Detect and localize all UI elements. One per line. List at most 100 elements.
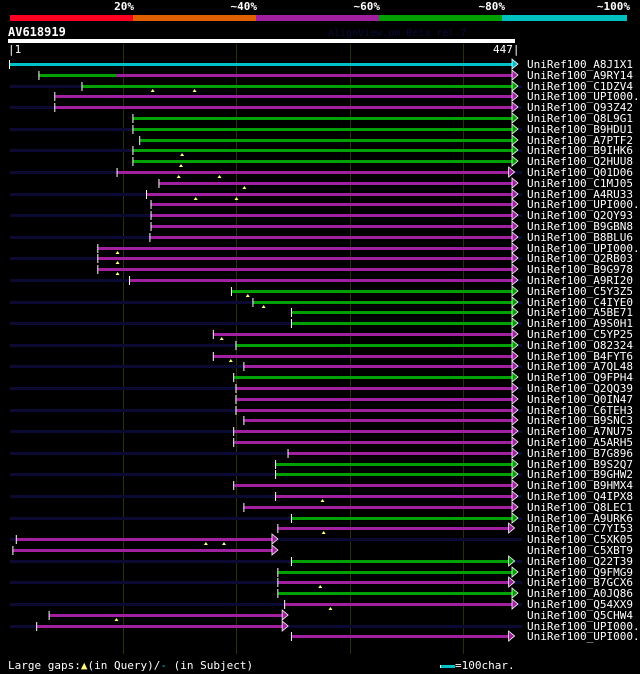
alignment-end-arrow-icon xyxy=(511,393,519,405)
hit-label[interactable]: UniRef100_A7PTF2 xyxy=(527,134,633,147)
hit-label[interactable]: UniRef100_B9SNC3 xyxy=(527,414,633,427)
alignment-segment xyxy=(291,322,515,325)
hit-label[interactable]: UniRef100_Q2HUU8 xyxy=(527,155,633,168)
hit-label[interactable]: UniRef100_B9GHW2 xyxy=(527,468,633,481)
alignment-start-tick xyxy=(97,265,99,274)
alignment-end-arrow-icon xyxy=(511,58,519,70)
hit-label[interactable]: UniRef100_B7G896 xyxy=(527,447,633,460)
hit-label[interactable]: UniRef100_Q5CHW4 xyxy=(527,609,633,622)
hit-label[interactable]: UniRef100_B9IHK6 xyxy=(527,144,633,157)
alignment-start-tick xyxy=(132,114,134,123)
hit-label[interactable]: UniRef100_Q01D06 xyxy=(527,166,633,179)
alignment-end-arrow-icon xyxy=(511,263,519,275)
hit-label[interactable]: UniRef100_Q22T39 xyxy=(527,555,633,568)
alignment-start-tick xyxy=(235,341,237,350)
hit-label[interactable]: UniRef100_C5XK05 xyxy=(527,533,633,546)
hit-label[interactable]: UniRef100_B4FYT6 xyxy=(527,350,633,363)
hit-label[interactable]: UniRef100_A9URK6 xyxy=(527,512,633,525)
alignment-segment xyxy=(234,430,516,433)
hit-label[interactable]: UniRef100_C5Y3Z5 xyxy=(527,285,633,298)
hit-label[interactable]: UniRef100_UPI000.. xyxy=(527,242,640,255)
hit-label[interactable]: UniRef100_O82324 xyxy=(527,339,633,352)
legend-subject: (in Subject) xyxy=(166,659,254,672)
alignment-end-arrow-icon xyxy=(511,209,519,221)
legend-query: (in Query)/ xyxy=(87,659,161,672)
alignment-start-tick xyxy=(230,287,232,296)
hit-label[interactable]: UniRef100_A9RY14 xyxy=(527,69,633,82)
hit-label[interactable]: UniRef100_C1DZV4 xyxy=(527,80,633,93)
hit-label[interactable]: UniRef100_B9HMX4 xyxy=(527,479,633,492)
alignment-segment xyxy=(16,538,275,541)
hit-label[interactable]: UniRef100_B9G978 xyxy=(527,263,633,276)
hit-label[interactable]: UniRef100_Q2QY93 xyxy=(527,209,633,222)
alignment-start-tick xyxy=(158,179,160,188)
hit-label[interactable]: UniRef100_UPI000.. xyxy=(527,90,640,103)
hit-label[interactable]: UniRef100_Q2QQ39 xyxy=(527,382,633,395)
alignment-start-tick xyxy=(54,103,56,112)
hit-label[interactable]: UniRef100_C7YI53 xyxy=(527,522,633,535)
alignment-start-tick xyxy=(277,589,279,598)
query-gap-marker-icon xyxy=(318,585,323,588)
alignment-segment xyxy=(244,365,515,368)
query-bar xyxy=(8,39,515,43)
alignment-start-tick xyxy=(235,384,237,393)
alignment-segment xyxy=(278,581,512,584)
hit-label[interactable]: UniRef100_A0JQ86 xyxy=(527,587,633,600)
hit-label[interactable]: UniRef100_Q9FMG9 xyxy=(527,566,633,579)
hit-label[interactable]: UniRef100_UPI000.. xyxy=(527,198,640,211)
alignment-start-tick xyxy=(48,611,50,620)
hit-label[interactable]: UniRef100_Q4IPX8 xyxy=(527,490,633,503)
hit-label[interactable]: UniRef100_Q54XX9 xyxy=(527,598,633,611)
hit-label[interactable]: UniRef100_A5BE71 xyxy=(527,306,633,319)
hit-label[interactable]: UniRef100_A9RI20 xyxy=(527,274,633,287)
hit-label[interactable]: UniRef100_C4IYE0 xyxy=(527,296,633,309)
hit-label[interactable]: UniRef100_A9S0H1 xyxy=(527,317,633,330)
alignment-start-tick xyxy=(139,136,141,145)
hit-label[interactable]: UniRef100_B9GBN8 xyxy=(527,220,633,233)
hit-label[interactable]: UniRef100_A5ARH5 xyxy=(527,436,633,449)
query-gap-marker-icon xyxy=(115,272,120,275)
alignment-start-tick xyxy=(290,632,292,641)
alignment-segment xyxy=(151,203,515,206)
alignment-segment xyxy=(291,635,512,638)
alignment-segment xyxy=(244,506,515,509)
alignment-end-arrow-icon xyxy=(511,231,519,243)
subject-extent xyxy=(10,495,522,498)
alignment-end-arrow-icon xyxy=(511,458,519,470)
hit-label[interactable]: UniRef100_B9HDU1 xyxy=(527,123,633,136)
hit-label[interactable]: UniRef100_Q9FPH4 xyxy=(527,371,633,384)
hit-label[interactable]: UniRef100_B7GCX6 xyxy=(527,576,633,589)
hit-label[interactable]: UniRef100_A4RU33 xyxy=(527,188,633,201)
hit-label[interactable]: UniRef100_C5XBT9 xyxy=(527,544,633,557)
alignment-end-arrow-icon xyxy=(511,306,519,318)
hit-label[interactable]: UniRef100_UPI000.. xyxy=(527,620,640,633)
hit-label[interactable]: UniRef100_A7NU75 xyxy=(527,425,633,438)
alignment-segment xyxy=(278,571,515,574)
alignment-end-arrow-icon xyxy=(511,501,519,513)
query-gap-marker-icon xyxy=(321,531,326,534)
hit-label[interactable]: UniRef100_C6TEH3 xyxy=(527,404,633,417)
hit-label[interactable]: UniRef100_Q8L9G1 xyxy=(527,112,633,125)
hit-label[interactable]: UniRef100_B9S2Q7 xyxy=(527,458,633,471)
hit-label[interactable]: UniRef100_Q93Z42 xyxy=(527,101,633,114)
query-title: AV618919 xyxy=(8,25,66,39)
hit-label[interactable]: UniRef100_C5YP25 xyxy=(527,328,633,341)
query-gap-marker-icon xyxy=(203,542,208,545)
alignment-end-arrow-icon xyxy=(511,447,519,459)
hit-label[interactable]: UniRef100_UPI000.. xyxy=(527,630,640,643)
alignment-end-arrow-icon xyxy=(271,533,279,545)
hit-label[interactable]: UniRef100_C1MJ05 xyxy=(527,177,633,190)
alignment-start-tick xyxy=(277,578,279,587)
hit-label[interactable]: UniRef100_Q8LEC1 xyxy=(527,501,633,514)
alignment-end-arrow-icon xyxy=(511,468,519,480)
hit-label[interactable]: UniRef100_Q2RB03 xyxy=(527,252,633,265)
alignment-end-arrow-icon xyxy=(511,360,519,372)
hit-label[interactable]: UniRef100_Q0IN47 xyxy=(527,393,633,406)
hit-label[interactable]: UniRef100_B8BLU6 xyxy=(527,231,633,244)
alignment-segment xyxy=(231,290,515,293)
alignment-segment xyxy=(159,182,515,185)
hit-label[interactable]: UniRef100_A7QL48 xyxy=(527,360,633,373)
alignment-start-tick xyxy=(146,190,148,199)
hit-label[interactable]: UniRef100_A8J1X1 xyxy=(527,58,633,71)
alignment-segment xyxy=(98,247,515,250)
